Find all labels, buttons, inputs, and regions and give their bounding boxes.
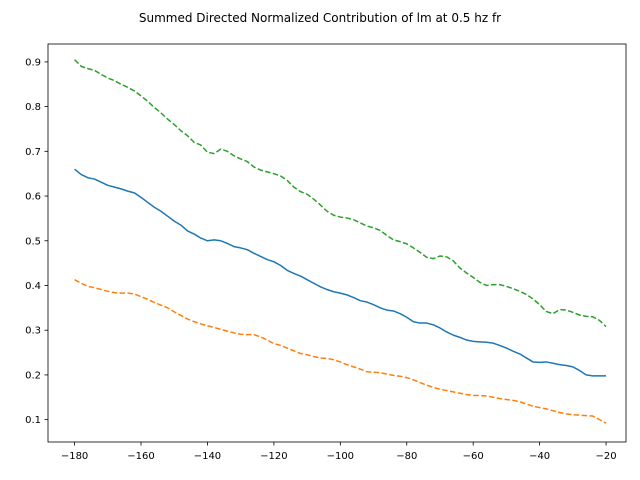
- series-line-1: [74, 168, 607, 377]
- y-tick-label: 0.6: [25, 192, 41, 203]
- axes-layer: [47, 43, 627, 443]
- y-tick-label: 0.5: [25, 236, 41, 247]
- x-axis-ticks: −180 −160 −140 −120 −100 −80 −60 −40 −20: [61, 442, 617, 462]
- y-tick-label: 0.1: [25, 415, 41, 426]
- x-tick-label: −60: [463, 451, 484, 462]
- y-axis-ticks: 0.1 0.2 0.3 0.4 0.5 0.6 0.7 0.8 0.9: [25, 57, 48, 426]
- plot-frame: [47, 43, 627, 443]
- chart-title: Summed Directed Normalized Contribution …: [139, 11, 501, 25]
- x-tick-label: −40: [529, 451, 550, 462]
- x-tick-label: −120: [260, 451, 287, 462]
- y-tick-label: 0.2: [25, 370, 41, 381]
- series-layer: [74, 59, 607, 424]
- y-tick-label: 0.4: [25, 281, 41, 292]
- y-tick-label: 0.3: [25, 326, 41, 337]
- series-line-2: [74, 279, 607, 424]
- x-tick-label: −180: [61, 451, 88, 462]
- x-tick-label: −160: [127, 451, 154, 462]
- y-tick-label: 0.7: [25, 147, 41, 158]
- y-tick-label: 0.8: [25, 102, 41, 113]
- series-line-3: [74, 59, 607, 328]
- x-tick-label: −20: [596, 451, 617, 462]
- x-tick-label: −80: [396, 451, 417, 462]
- x-tick-label: −100: [327, 451, 354, 462]
- x-tick-label: −140: [194, 451, 221, 462]
- y-tick-label: 0.9: [25, 57, 41, 68]
